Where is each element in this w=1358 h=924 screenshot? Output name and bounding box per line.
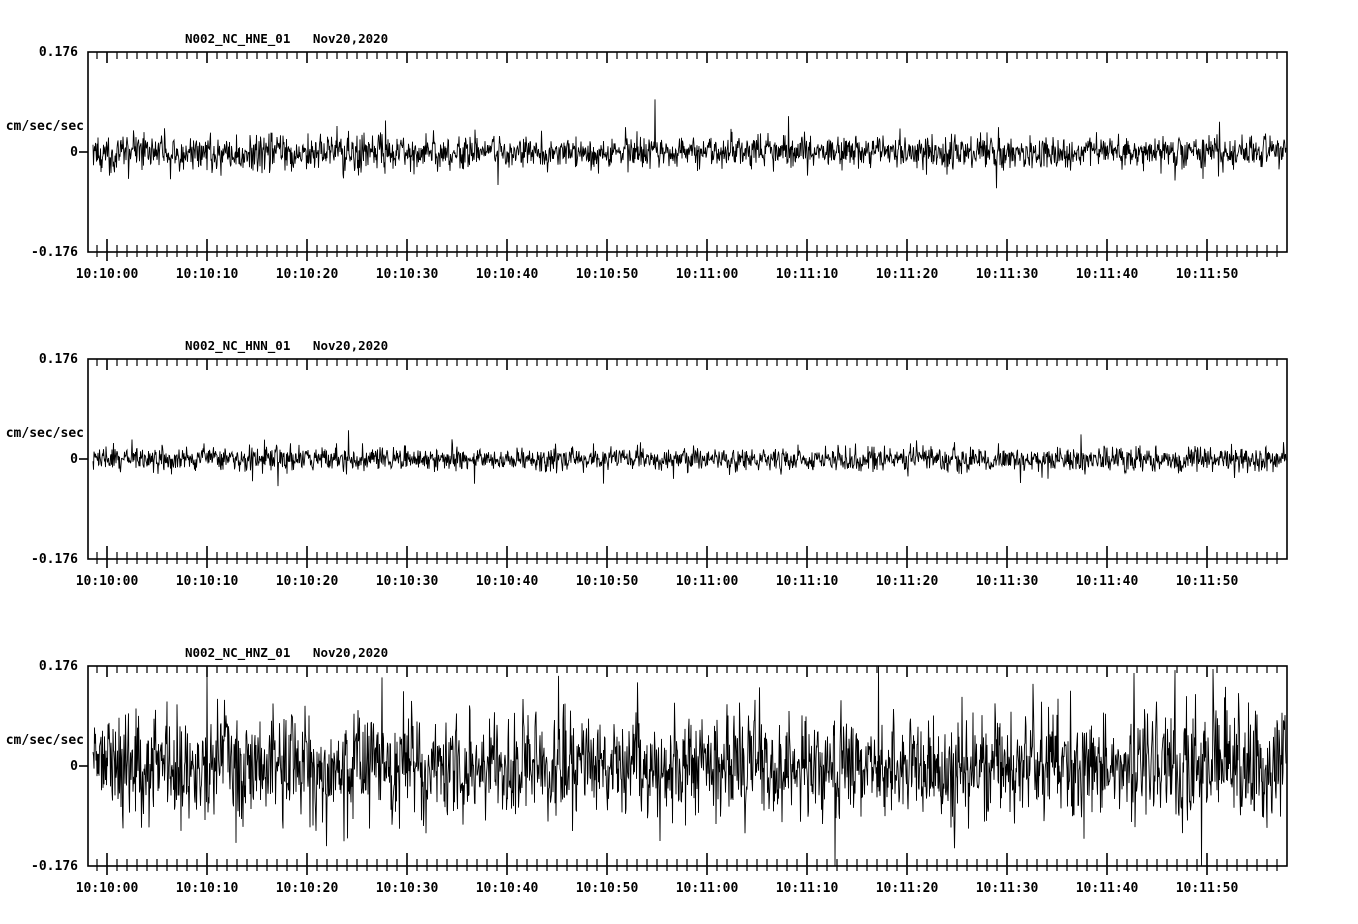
x-tick-label: 10:10:10 bbox=[176, 267, 239, 282]
x-tick-label: 10:11:00 bbox=[676, 574, 739, 589]
y-tick-label-zero-hne: 0 bbox=[70, 145, 78, 160]
x-tick-label: 10:10:20 bbox=[276, 574, 339, 589]
x-tick-label: 10:10:50 bbox=[576, 574, 639, 589]
waveform-trace bbox=[92, 99, 1287, 189]
x-tick-label: 10:10:40 bbox=[476, 574, 539, 589]
x-tick-label: 10:10:30 bbox=[376, 881, 439, 896]
y-tick-label-max-hne: 0.176 bbox=[38, 45, 78, 60]
x-tick-label: 10:11:10 bbox=[776, 881, 839, 896]
y-tick-label-zero-hnn: 0 bbox=[70, 452, 78, 467]
seismogram-panel-hnn: N002_NC_HNN_01 Nov20,2020 0.176 cm/sec/s… bbox=[0, 307, 1358, 617]
x-tick-label: 10:11:00 bbox=[676, 881, 739, 896]
waveform-trace bbox=[92, 665, 1287, 867]
plot-area-hnn: 10:10:00 10:10:10 10:10:20 10:10:30 10:10:40… bbox=[76, 358, 1288, 589]
x-tick-label: 10:10:20 bbox=[276, 267, 339, 282]
y-tick-label-min-hnn: -0.176 bbox=[31, 552, 78, 567]
plot-area-hnz: 10:10:00 10:10:10 10:10:20 10:10:30 10:10:40… bbox=[76, 665, 1288, 896]
x-tick-label: 10:10:10 bbox=[176, 574, 239, 589]
x-tick-label: 10:11:40 bbox=[1076, 574, 1139, 589]
x-tick-label: 10:11:20 bbox=[876, 881, 939, 896]
x-tick-label: 10:11:00 bbox=[676, 267, 739, 282]
waveform-trace bbox=[92, 430, 1287, 487]
y-tick-label-zero-hnz: 0 bbox=[70, 759, 78, 774]
x-tick-label: 10:10:10 bbox=[176, 881, 239, 896]
x-tick-label: 10:10:30 bbox=[376, 574, 439, 589]
x-tick-label: 10:10:50 bbox=[576, 881, 639, 896]
panel-title-hnz: N002_NC_HNZ_01 Nov20,2020 bbox=[185, 645, 389, 660]
x-tick-label: 10:11:20 bbox=[876, 574, 939, 589]
y-axis-unit-hne: cm/sec/sec bbox=[5, 119, 84, 134]
x-tick-label: 10:11:30 bbox=[976, 881, 1039, 896]
seismogram-panel-hnz: N002_NC_HNZ_01 Nov20,2020 0.176 cm/sec/s… bbox=[0, 614, 1358, 924]
panel-title-hne: N002_NC_HNE_01 Nov20,2020 bbox=[185, 31, 389, 46]
y-axis-unit-hnz: cm/sec/sec bbox=[5, 733, 84, 748]
x-tick-label: 10:11:50 bbox=[1176, 574, 1239, 589]
x-tick-label: 10:11:10 bbox=[776, 267, 839, 282]
y-tick-label-min-hnz: -0.176 bbox=[31, 859, 78, 874]
x-tick-label: 10:10:40 bbox=[476, 881, 539, 896]
x-tick-label: 10:11:10 bbox=[776, 574, 839, 589]
x-tick-label: 10:11:30 bbox=[976, 267, 1039, 282]
x-tick-label: 10:11:50 bbox=[1176, 881, 1239, 896]
x-tick-label: 10:11:30 bbox=[976, 574, 1039, 589]
y-tick-label-max-hnn: 0.176 bbox=[38, 352, 78, 367]
panel-title-hnn: N002_NC_HNN_01 Nov20,2020 bbox=[185, 338, 389, 353]
x-tick-label: 10:11:40 bbox=[1076, 267, 1139, 282]
x-tick-label: 10:10:00 bbox=[76, 574, 139, 589]
x-tick-label: 10:10:20 bbox=[276, 881, 339, 896]
x-tick-label: 10:10:40 bbox=[476, 267, 539, 282]
x-tick-label: 10:11:20 bbox=[876, 267, 939, 282]
y-axis-unit-hnn: cm/sec/sec bbox=[5, 426, 84, 441]
seismogram-panel-hne: N002_NC_HNE_01 Nov20,2020 0.176 cm/sec/s… bbox=[0, 0, 1358, 310]
x-tick-label: 10:10:00 bbox=[76, 881, 139, 896]
x-tick-label: 10:10:00 bbox=[76, 267, 139, 282]
x-tick-label: 10:10:50 bbox=[576, 267, 639, 282]
y-tick-label-max-hnz: 0.176 bbox=[38, 659, 78, 674]
x-tick-label: 10:11:40 bbox=[1076, 881, 1139, 896]
x-tick-label: 10:10:30 bbox=[376, 267, 439, 282]
y-tick-label-min-hne: -0.176 bbox=[31, 245, 78, 260]
x-tick-label: 10:11:50 bbox=[1176, 267, 1239, 282]
plot-area-hne: 10:10:00 10:10:10 10:10:20 10:10:30 10:10:40… bbox=[76, 51, 1288, 282]
